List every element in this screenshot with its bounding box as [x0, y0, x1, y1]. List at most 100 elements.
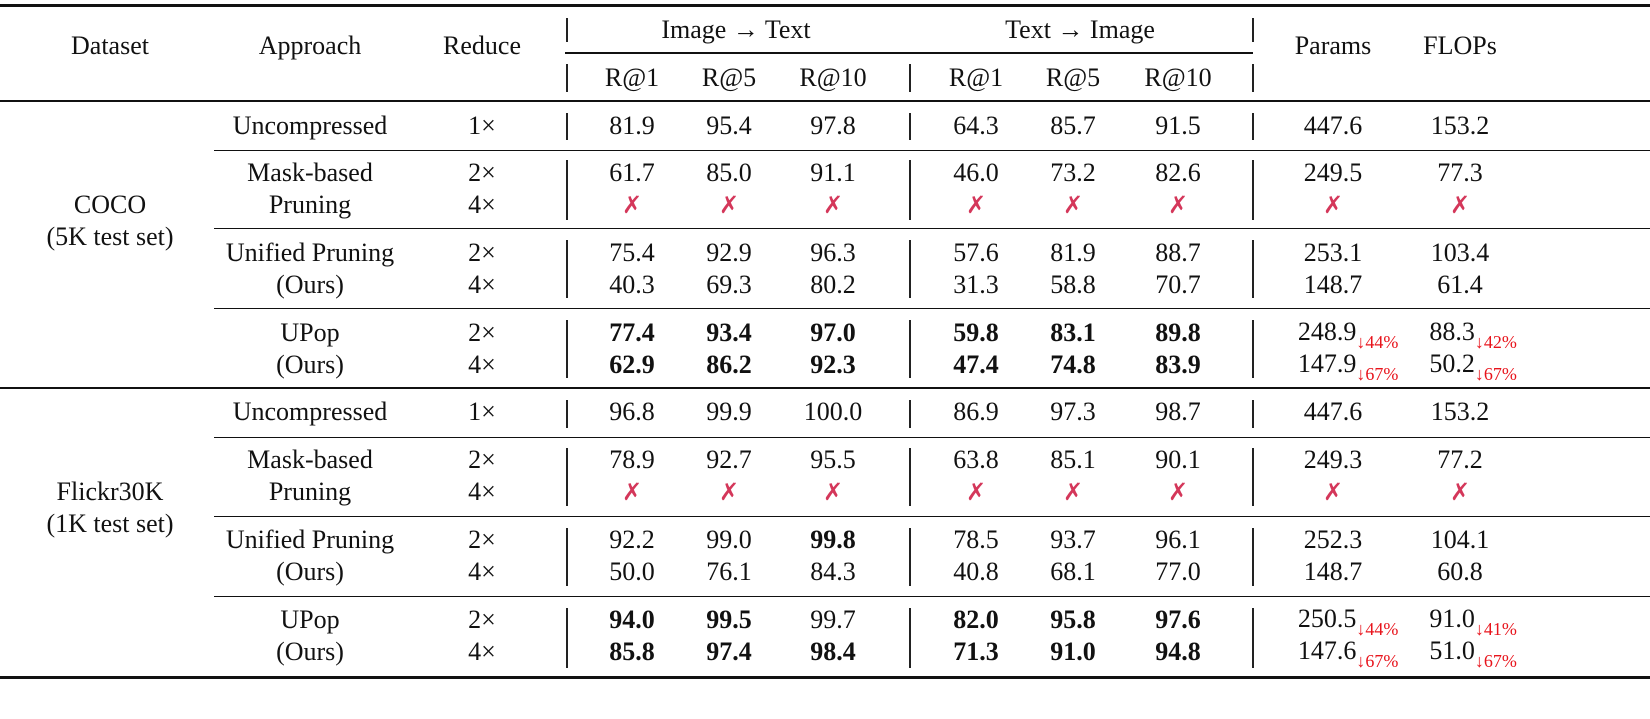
metric-value: 83.9 [1155, 350, 1201, 379]
params-value-value: 147.6 [1297, 636, 1357, 665]
column-separator [909, 528, 911, 586]
params-value: 148.7 [1304, 270, 1363, 300]
table-rule [0, 100, 1650, 102]
column-separator [1252, 448, 1254, 506]
column-separator [566, 160, 568, 220]
header-metric: R@1 [604, 63, 660, 92]
metric-value: 96.8 [609, 397, 655, 426]
params-value-reduction-note: ↓44% [1356, 332, 1399, 352]
metric-value: 46.0 [953, 158, 999, 187]
metric-value: 47.4 [953, 350, 999, 379]
metric-value: ✗ [718, 191, 740, 219]
metric-value: 99.0 [706, 525, 752, 554]
flops-value-value: 88.3 [1429, 317, 1475, 346]
params-value-value: 250.5 [1297, 604, 1357, 633]
metric-value: 62.9 [609, 350, 655, 379]
params-value-value: 148.7 [1303, 270, 1363, 299]
params-value-reduction-note: ↓67% [1356, 651, 1399, 671]
flops-value-value: 77.2 [1437, 445, 1483, 474]
params-value: 252.3 [1304, 525, 1363, 555]
column-separator [1252, 528, 1254, 586]
flops-value: ✗ [1450, 477, 1470, 507]
metric-value: 63.8 [953, 445, 999, 474]
metric-value: ✗ [1167, 478, 1189, 506]
metric-value: 99.8 [810, 525, 856, 554]
metric-value: 40.3 [609, 270, 655, 299]
metric-value: 75.4 [609, 238, 655, 267]
metric-value: 68.1 [1050, 557, 1096, 586]
metric-value: 93.4 [706, 318, 752, 347]
metric-value: 85.7 [1050, 111, 1096, 140]
flops-value: 77.3 [1437, 158, 1483, 188]
metric-value: 82.6 [1155, 158, 1201, 187]
metric-value: 96.1 [1155, 525, 1201, 554]
reduce-factor: 4× [468, 190, 496, 219]
metric-value: 64.3 [953, 111, 999, 140]
approach-name: (Ours) [276, 557, 344, 586]
dataset-name: Flickr30K [56, 477, 164, 506]
metric-value: 31.3 [953, 270, 999, 299]
column-separator [909, 113, 911, 140]
metric-value: 86.9 [953, 397, 999, 426]
flops-value-value: 91.0 [1429, 604, 1475, 633]
metric-value: 90.1 [1155, 445, 1201, 474]
params-value-value: 148.7 [1303, 557, 1363, 586]
header-dataset: Dataset [71, 31, 149, 60]
flops-value-value: 60.8 [1437, 557, 1483, 586]
metric-value: 83.1 [1050, 318, 1096, 347]
metric-value: 78.5 [953, 525, 999, 554]
reduce-factor: 4× [468, 557, 496, 586]
metric-value: ✗ [621, 191, 643, 219]
metric-value: 77.0 [1155, 557, 1201, 586]
flops-value: 51.0↓67% [1429, 636, 1517, 671]
metric-value: 100.0 [803, 397, 863, 426]
metric-value: 91.5 [1155, 111, 1201, 140]
metric-value: 97.3 [1050, 397, 1096, 426]
dataset-name: (5K test set) [46, 222, 174, 251]
header-flops: FLOPs [1423, 31, 1497, 60]
params-value: 447.6 [1304, 397, 1363, 427]
metric-value: 93.7 [1050, 525, 1096, 554]
flops-value-value: 77.3 [1437, 158, 1483, 187]
column-separator [566, 448, 568, 506]
flops-value-value: 50.2 [1429, 349, 1475, 378]
reduce-factor: 4× [468, 350, 496, 379]
table-rule [0, 676, 1650, 679]
metric-value: 92.9 [706, 238, 752, 267]
flops-value-value: 103.4 [1430, 238, 1490, 267]
params-value-value: ✗ [1322, 191, 1344, 219]
approach-name: Unified Pruning [225, 238, 395, 267]
approach-name: (Ours) [276, 637, 344, 666]
column-separator [566, 240, 568, 298]
reduce-factor: 1× [468, 397, 496, 426]
metric-value: 97.0 [810, 318, 856, 347]
approach-name: Uncompressed [232, 397, 388, 426]
flops-value-reduction-note: ↓42% [1474, 332, 1517, 352]
metric-value: 70.7 [1155, 270, 1201, 299]
params-value: 250.5↓44% [1297, 604, 1399, 639]
metric-value: 95.8 [1050, 605, 1096, 634]
header-reduce: Reduce [443, 31, 521, 60]
reduce-factor: 2× [468, 318, 496, 347]
approach-name: Unified Pruning [225, 525, 395, 554]
reduce-factor: 2× [468, 525, 496, 554]
column-separator [1252, 64, 1254, 92]
metric-value: 85.1 [1050, 445, 1096, 474]
params-value: 147.9↓67% [1297, 349, 1399, 384]
header-metric: R@5 [1045, 63, 1101, 92]
metric-value: ✗ [1062, 191, 1084, 219]
params-value-value: 147.9 [1297, 349, 1357, 378]
column-separator [566, 113, 568, 140]
flops-value-value: 153.2 [1430, 111, 1490, 140]
params-value: 147.6↓67% [1297, 636, 1399, 671]
flops-value-reduction-note: ↓41% [1474, 619, 1517, 639]
metric-value: 99.5 [706, 605, 752, 634]
table-rule [214, 308, 1650, 309]
params-value: 253.1 [1304, 238, 1363, 268]
header-metric: R@5 [701, 63, 757, 92]
metric-value: 61.7 [609, 158, 655, 187]
metric-value: 80.2 [810, 270, 856, 299]
column-separator [909, 160, 911, 220]
metric-value: 40.8 [953, 557, 999, 586]
metric-value: ✗ [822, 478, 844, 506]
